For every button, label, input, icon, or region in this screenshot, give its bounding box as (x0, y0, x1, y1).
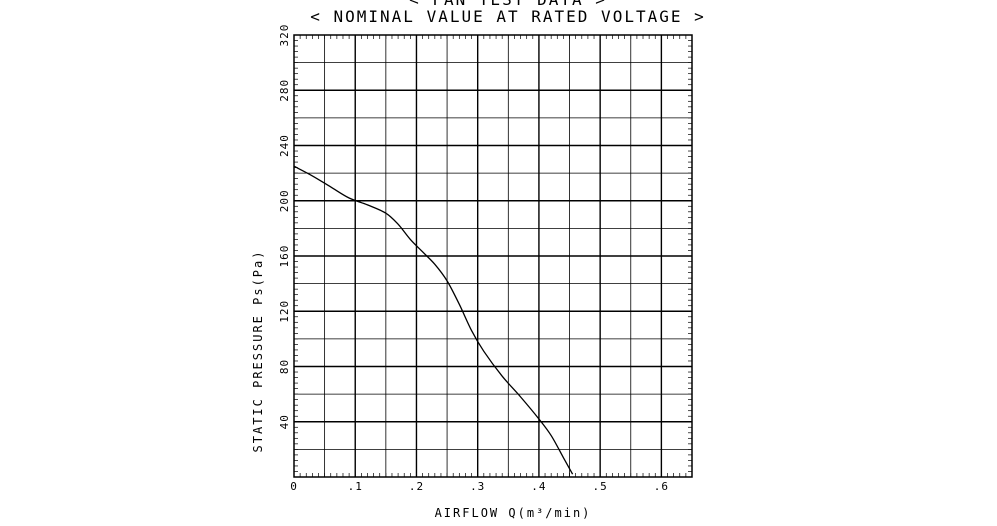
y-axis-label: STATIC PRESSURE Ps(Pa) (251, 250, 265, 453)
x-tick-label: .3 (470, 480, 485, 493)
y-tick-label: 80 (278, 359, 291, 374)
x-tick-label: 0 (290, 480, 298, 493)
y-tick-labels: 40 80 120 160 200 240 280 320 (278, 24, 291, 430)
x-tick-label: .5 (593, 480, 608, 493)
y-tick-label: 40 (278, 414, 291, 429)
x-tick-labels: 0 .1 .2 .3 .4 .5 .6 (290, 480, 669, 493)
y-tick-label: 120 (278, 300, 291, 323)
y-tick-label: 280 (278, 79, 291, 102)
chart-title: < FAN TEST DATA > (409, 0, 607, 9)
y-tick-label: 200 (278, 189, 291, 212)
y-tick-label: 320 (278, 24, 291, 47)
major-grid (294, 35, 692, 477)
y-tick-label: 160 (278, 245, 291, 268)
x-tick-label: .1 (348, 480, 363, 493)
plot-frame (293, 34, 693, 478)
pq-curve-line (293, 165, 574, 475)
x-axis-label: AIRFLOW Q(m³/min) (435, 506, 592, 520)
x-tick-label: .2 (409, 480, 424, 493)
x-tick-label: .6 (654, 480, 669, 493)
x-tick-label: .4 (531, 480, 546, 493)
minor-grid (294, 35, 692, 477)
chart-subtitle: < NOMINAL VALUE AT RATED VOLTAGE > (310, 7, 706, 26)
y-tick-label: 240 (278, 134, 291, 157)
